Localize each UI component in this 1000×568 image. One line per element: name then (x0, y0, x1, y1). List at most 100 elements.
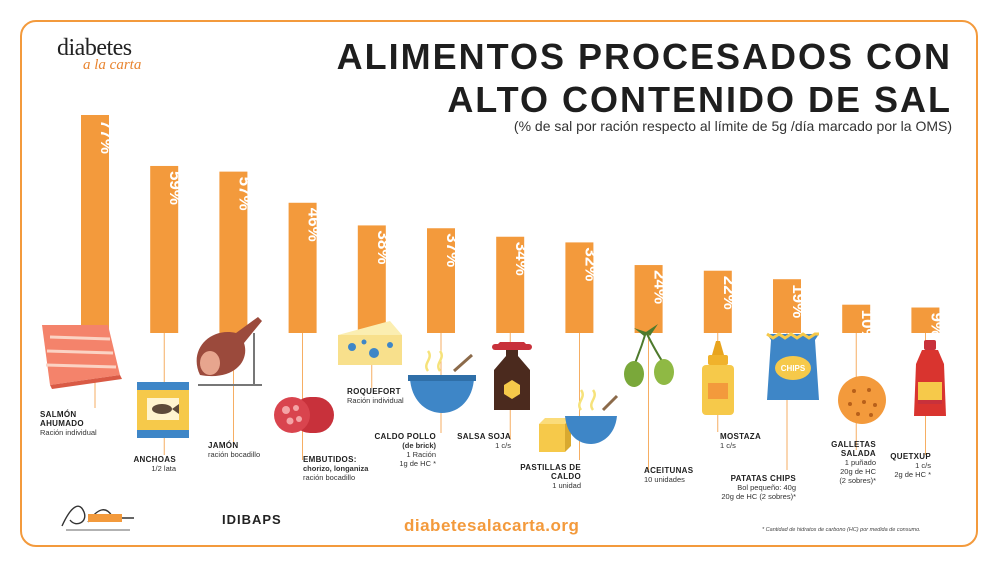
item-description: Ración individual (347, 396, 404, 405)
chips-bag-icon: CHIPS (766, 332, 819, 400)
item-description: 1g de HC * (399, 459, 436, 468)
soy-sauce-bottle-icon (492, 342, 532, 410)
title-line-1: ALIMENTOS PROCESADOS CON (336, 36, 952, 77)
cheese-icon (338, 321, 402, 365)
bar-9 (634, 265, 663, 333)
bar-value-label-5: 38% (374, 230, 393, 264)
bar-2 (150, 165, 179, 333)
item-description: 20g de HC (2 sobres)* (721, 492, 796, 501)
page-subtitle: (% de sal por ración respecto al límite … (513, 118, 952, 134)
bar-value-label-4: 46% (305, 208, 324, 242)
item-label-7: SALSA SOJA 1 c/s (435, 432, 511, 450)
item-subname: chorizo, longaniza (303, 464, 369, 473)
item-label-8: PASTILLAS DE CALDO 1 unidad (505, 463, 581, 490)
icons-layer: CHIPS (42, 317, 946, 452)
item-label-1: SALMÓN AHUMADO Ración individual (40, 410, 116, 437)
item-description: 1 c/s (720, 441, 736, 450)
bar-7 (496, 236, 525, 333)
sausage-icon (274, 397, 334, 433)
mustard-bottle-icon (702, 341, 734, 415)
item-label-13: QUETXUP 1 c/s 2g de HC * (855, 452, 931, 479)
bar-5 (357, 225, 386, 333)
bar-value-label-9: 24% (651, 270, 670, 304)
item-description: Bol pequeño: 40g (737, 483, 796, 492)
soup-bowl-icon (408, 350, 476, 413)
item-name: ACEITUNAS (644, 466, 694, 475)
bar-value-label-1: 77% (97, 120, 116, 154)
item-name: PATATAS CHIPS (730, 474, 796, 483)
item-label-12: GALLETAS SALADA 1 puñado 20g de HC (2 sobre… (800, 440, 876, 485)
tin-can-icon (137, 382, 189, 438)
item-description: Ración individual (40, 428, 97, 437)
item-description: 2g de HC * (894, 470, 931, 479)
bar-10 (703, 270, 732, 333)
item-label-3: JAMÓN ración bocadillo (208, 441, 284, 459)
item-description: 1 unidad (552, 481, 581, 490)
item-name: GALLETAS SALADA (831, 440, 876, 458)
website-link[interactable]: diabetesalacarta.org (404, 516, 580, 535)
item-name: CALDO POLLO (374, 432, 436, 441)
item-label-11: PATATAS CHIPS Bol pequeño: 40g 20g de HC (… (720, 474, 796, 501)
idibaps-logo[interactable]: IDIBAPS (222, 512, 282, 527)
item-description: ración bocadillo (303, 473, 356, 482)
stock-cube-icon (539, 389, 619, 452)
signature-logo (61, 505, 134, 531)
item-label-10: MOSTAZA 1 c/s (720, 432, 796, 450)
item-description: 20g de HC (840, 467, 876, 476)
item-name: MOSTAZA (720, 432, 762, 441)
olives-icon (624, 324, 674, 387)
bar-1 (81, 115, 109, 333)
crackers-icon (838, 376, 886, 424)
chips-bag-label: CHIPS (781, 364, 806, 373)
bar-13 (911, 307, 940, 333)
item-description: 1/2 lata (151, 464, 176, 473)
item-description: (2 sobres)* (839, 476, 876, 485)
item-description: 1 c/s (915, 461, 931, 470)
bar-value-label-7: 34% (512, 242, 531, 276)
item-label-5: ROQUEFORT Ración individual (347, 387, 423, 405)
item-subname: (de brick) (402, 441, 436, 450)
bar-value-label-11: 19% (789, 284, 808, 318)
bar-value-label-8: 32% (581, 247, 600, 281)
infographic-frame (20, 20, 978, 547)
diabetes-a-la-carta-logo[interactable]: diabetes a la carta (57, 36, 141, 73)
logo-sub-text: a la carta (83, 57, 142, 73)
item-description: 1 puñado (844, 458, 876, 467)
title-line-2: ALTO CONTENIDO DE SAL (447, 79, 952, 120)
bar-value-label-12: 10% (858, 310, 877, 344)
bar-value-label-3: 57% (235, 177, 254, 211)
item-name: QUETXUP (890, 452, 931, 461)
item-description: 10 unidades (644, 475, 685, 484)
item-name: PASTILLAS DE CALDO (520, 463, 581, 481)
bars-layer: 77% 59% 57% 46% 38% 37% 34% 32% 24% 22% 19% 10% 9% (81, 115, 946, 470)
salmon-icon (42, 325, 122, 389)
item-description: 1 c/s (495, 441, 511, 450)
bar-value-label-13: 9% (927, 313, 946, 338)
item-name: EMBUTIDOS: (303, 455, 357, 464)
bar-12 (842, 304, 871, 333)
item-label-6: CALDO POLLO (de brick) 1 Ración 1g de HC * (360, 432, 436, 468)
item-label-9: ACEITUNAS 10 unidades (644, 466, 720, 484)
item-name: ROQUEFORT (347, 387, 401, 396)
bar-6 (427, 228, 455, 333)
bar-value-label-10: 22% (720, 276, 739, 310)
item-name: SALMÓN AHUMADO (40, 410, 84, 428)
item-label-2: ANCHOAS 1/2 lata (100, 455, 176, 473)
logo-main-text: diabetes (57, 35, 132, 61)
ham-leg-icon (196, 317, 262, 386)
item-name: JAMÓN (208, 441, 239, 450)
item-description: ración bocadillo (208, 450, 261, 459)
item-name: SALSA SOJA (457, 432, 511, 441)
ketchup-bottle-icon (914, 340, 946, 416)
item-description: 1 Ración (406, 450, 436, 459)
footnote: * Cantidad de hidratos de carbono (HC) p… (762, 527, 921, 533)
bar-4 (288, 202, 317, 333)
item-name: ANCHOAS (133, 455, 176, 464)
bar-11 (773, 279, 801, 333)
item-label-4: EMBUTIDOS: chorizo, longaniza ración bocad… (303, 455, 379, 482)
bar-3 (219, 171, 248, 333)
page-title: ALIMENTOS PROCESADOS CON ALTO CONTENIDO … (332, 35, 952, 121)
bar-value-label-2: 59% (166, 171, 185, 205)
bar-value-label-6: 37% (443, 233, 462, 267)
